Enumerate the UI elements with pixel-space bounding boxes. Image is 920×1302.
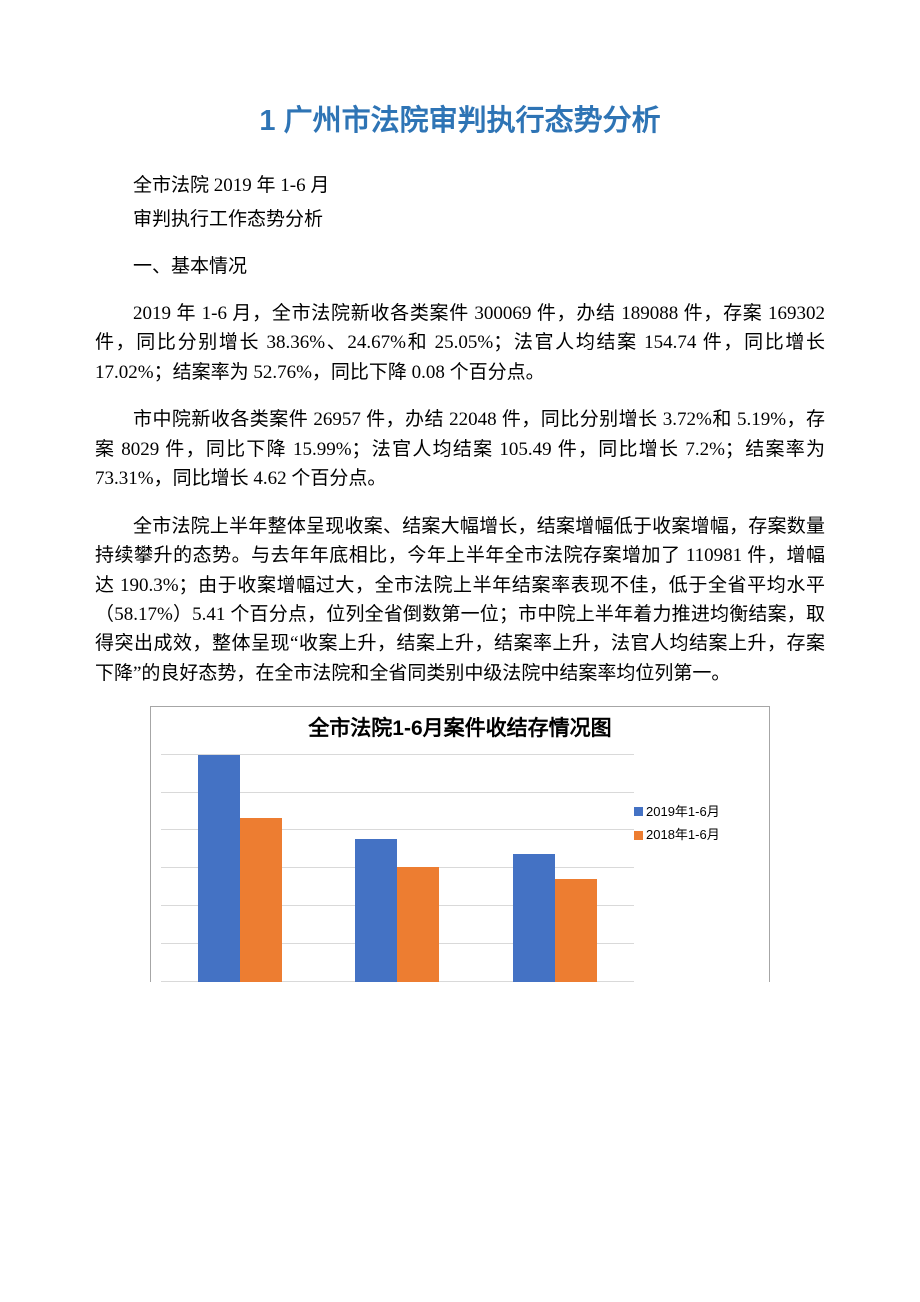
chart-body: 2019年1-6月 2018年1-6月 (151, 747, 769, 982)
legend-label-2019: 2019年1-6月 (646, 802, 720, 822)
chart-bars (161, 755, 634, 982)
chart-plot-area (151, 747, 634, 982)
paragraph-2: 市中院新收各类案件 26957 件，办结 22048 件，同比分别增长 3.72… (95, 405, 825, 493)
bar-chart: 全市法院1-6月案件收结存情况图 2019年1-6月 2018年1-6月 (150, 706, 770, 982)
chart-title: 全市法院1-6月案件收结存情况图 (151, 707, 769, 747)
paragraph-3: 全市法院上半年整体呈现收案、结案大幅增长，结案增幅低于收案增幅，存案数量持续攀升… (95, 512, 825, 689)
chart-legend: 2019年1-6月 2018年1-6月 (634, 747, 769, 982)
legend-label-2018: 2018年1-6月 (646, 825, 720, 845)
document-title: 1 广州市法院审判执行态势分析 (95, 100, 825, 144)
section-heading: 一、基本情况 (95, 253, 825, 282)
paragraph-1: 2019 年 1-6 月，全市法院新收各类案件 300069 件，办结 1890… (95, 299, 825, 387)
legend-item-2018: 2018年1-6月 (634, 825, 761, 845)
legend-item-2019: 2019年1-6月 (634, 802, 761, 822)
legend-swatch-2019 (634, 807, 643, 816)
legend-swatch-2018 (634, 831, 643, 840)
subtitle-line-2: 审判执行工作态势分析 (95, 206, 825, 235)
subtitle-line-1: 全市法院 2019 年 1-6 月 (95, 172, 825, 201)
